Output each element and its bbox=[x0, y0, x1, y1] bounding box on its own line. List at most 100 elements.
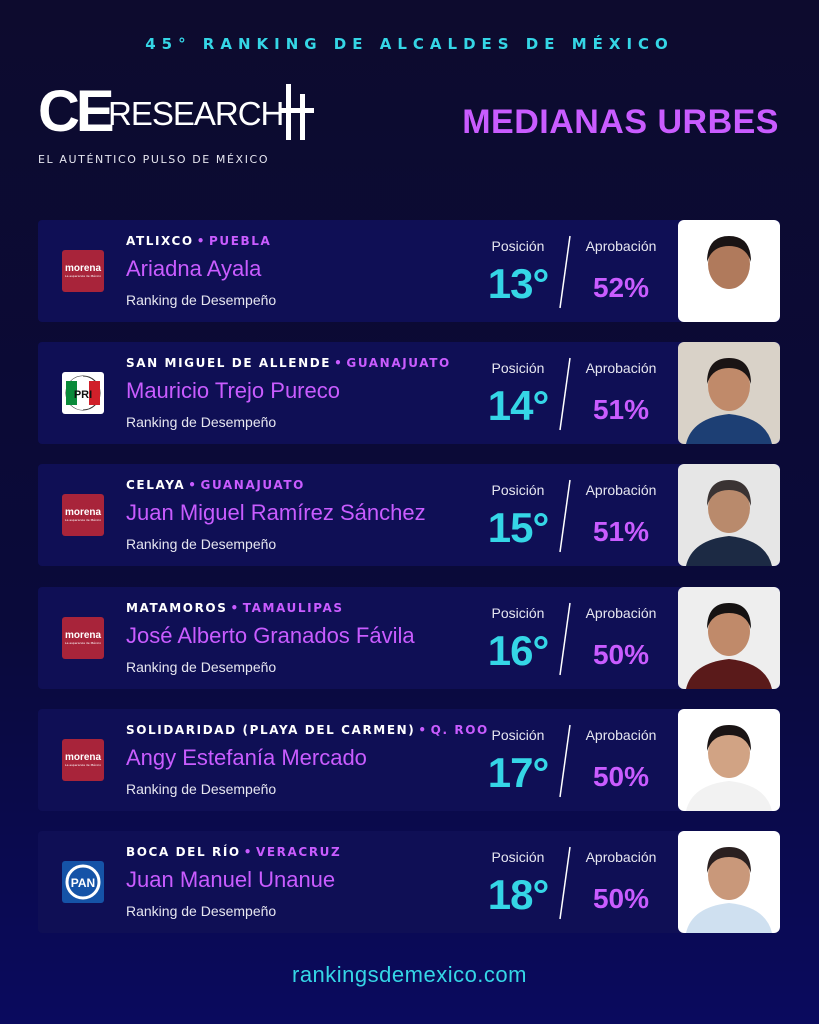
party-name: morena bbox=[64, 507, 102, 518]
party-slogan: La esperanza de México bbox=[64, 763, 102, 767]
city: MATAMOROS bbox=[126, 601, 228, 615]
state: VERACRUZ bbox=[256, 845, 342, 859]
approval-value: 52% bbox=[592, 272, 650, 303]
position-label: Posición bbox=[491, 849, 545, 865]
mayor-photo bbox=[678, 831, 780, 933]
slash-divider bbox=[559, 724, 571, 798]
position-label: Posición bbox=[491, 482, 545, 498]
ranking-subtitle: Ranking de Desempeño bbox=[126, 903, 277, 919]
position-value: 16° bbox=[487, 627, 550, 674]
state: TAMAULIPAS bbox=[242, 601, 344, 615]
approval-value: 51% bbox=[592, 516, 650, 547]
party-slogan: La esperanza de México bbox=[64, 641, 102, 645]
city: SAN MIGUEL DE ALLENDE bbox=[126, 356, 332, 370]
mayor-photo bbox=[678, 587, 780, 689]
mayor-photo bbox=[678, 709, 780, 811]
logo-hash-icon bbox=[280, 84, 314, 140]
party-name: PAN bbox=[71, 876, 95, 890]
approval-value: 50% bbox=[592, 761, 650, 792]
separator: • bbox=[334, 356, 344, 370]
separator: • bbox=[196, 234, 206, 248]
ranking-subtitle: Ranking de Desempeño bbox=[126, 414, 277, 430]
mayor-name: Mauricio Trejo Pureco bbox=[126, 378, 340, 403]
portrait-icon bbox=[678, 831, 780, 933]
portrait-icon bbox=[678, 220, 780, 322]
mayor-card: PRI SAN MIGUEL DE ALLENDE • GUANAJUATO Mauri… bbox=[38, 342, 780, 444]
city: BOCA DEL RÍO bbox=[126, 845, 241, 859]
state: GUANAJUATO bbox=[346, 356, 451, 370]
portrait-icon bbox=[678, 342, 780, 444]
position-value: 18° bbox=[487, 871, 550, 918]
slash-divider bbox=[559, 357, 571, 431]
position-value: 17° bbox=[487, 749, 550, 796]
slash-divider bbox=[559, 602, 571, 676]
portrait-icon bbox=[678, 587, 780, 689]
logo-ce: CE bbox=[38, 79, 115, 144]
mayor-card: PAN BOCA DEL RÍO • VERACRUZ Juan Manuel Unan… bbox=[38, 831, 780, 933]
portrait-icon bbox=[678, 464, 780, 566]
location: ATLIXCO • PUEBLA bbox=[126, 234, 271, 248]
city: SOLIDARIDAD (PLAYA DEL CARMEN) bbox=[126, 723, 416, 737]
mayor-photo bbox=[678, 342, 780, 444]
mayor-card: morena La esperanza de México SOLIDARIDAD … bbox=[38, 709, 780, 811]
approval-label: Aprobación bbox=[585, 849, 657, 865]
party-logo: morena La esperanza de México bbox=[62, 739, 104, 781]
city: CELAYA bbox=[126, 478, 186, 492]
mayor-card: morena La esperanza de México ATLIXCO • PUEB… bbox=[38, 220, 780, 322]
location: SAN MIGUEL DE ALLENDE • GUANAJUATO bbox=[126, 356, 451, 370]
approval-value: 50% bbox=[592, 639, 650, 670]
ranking-subtitle: Ranking de Desempeño bbox=[126, 781, 277, 797]
mayor-name: Juan Manuel Unanue bbox=[126, 867, 336, 892]
mayor-photo bbox=[678, 220, 780, 322]
mayor-photo bbox=[678, 464, 780, 566]
footer-url[interactable]: rankingsdemexico.com bbox=[292, 962, 527, 987]
party-slogan: La esperanza de México bbox=[64, 274, 102, 278]
slash-divider bbox=[559, 846, 571, 920]
party-logo: morena La esperanza de México bbox=[62, 617, 104, 659]
ranking-subtitle: Ranking de Desempeño bbox=[126, 659, 277, 675]
separator: • bbox=[418, 723, 428, 737]
party-logo: PAN bbox=[62, 861, 104, 903]
party-logo: morena La esperanza de México bbox=[62, 494, 104, 536]
mayor-name: Angy Estefanía Mercado bbox=[126, 745, 367, 770]
mayor-card: morena La esperanza de México MATAMOROS • TA… bbox=[38, 587, 780, 689]
location: SOLIDARIDAD (PLAYA DEL CARMEN) • Q. ROO bbox=[126, 723, 489, 737]
position-value: 13° bbox=[487, 260, 550, 307]
party-name: morena bbox=[64, 630, 102, 641]
party-logo: PRI bbox=[62, 372, 104, 414]
mayor-name: Juan Miguel Ramírez Sánchez bbox=[126, 500, 426, 525]
party-name: morena bbox=[64, 263, 102, 274]
logo-tagline: EL AUTÉNTICO PULSO DE MÉXICO bbox=[38, 153, 270, 166]
position-label: Posición bbox=[491, 727, 545, 743]
separator: • bbox=[243, 845, 253, 859]
position-value: 15° bbox=[487, 504, 550, 551]
portrait-icon bbox=[678, 709, 780, 811]
ranking-title: 45° RANKING DE ALCALDES DE MÉXICO bbox=[145, 35, 674, 53]
party-name: morena bbox=[64, 752, 102, 763]
mayor-card: morena La esperanza de México CELAYA • GUANA… bbox=[38, 464, 780, 566]
slash-divider bbox=[559, 235, 571, 309]
category-title: MEDIANAS URBES bbox=[462, 103, 779, 141]
position-value: 14° bbox=[487, 382, 550, 429]
separator: • bbox=[230, 601, 240, 615]
mayor-name: Ariadna Ayala bbox=[126, 256, 262, 281]
separator: • bbox=[188, 478, 198, 492]
location: BOCA DEL RÍO • VERACRUZ bbox=[126, 845, 341, 859]
position-label: Posición bbox=[491, 238, 545, 254]
party-logo: morena La esperanza de México bbox=[62, 250, 104, 292]
state: GUANAJUATO bbox=[200, 478, 305, 492]
party-name: PRI bbox=[74, 389, 92, 401]
position-label: Posición bbox=[491, 360, 545, 376]
approval-label: Aprobación bbox=[585, 360, 657, 376]
ranking-subtitle: Ranking de Desempeño bbox=[126, 536, 277, 552]
approval-label: Aprobación bbox=[585, 482, 657, 498]
approval-label: Aprobación bbox=[585, 605, 657, 621]
mayor-name: José Alberto Granados Fávila bbox=[126, 623, 415, 648]
pri-emblem-icon: PRI bbox=[65, 375, 101, 411]
city: ATLIXCO bbox=[126, 234, 194, 248]
location: MATAMOROS • TAMAULIPAS bbox=[126, 601, 344, 615]
ce-research-logo: CE RESEARCH EL AUTÉNTICO PULSO DE MÉXICO bbox=[38, 79, 314, 170]
approval-value: 51% bbox=[592, 394, 650, 425]
state: Q. ROO bbox=[430, 723, 489, 737]
approval-label: Aprobación bbox=[585, 238, 657, 254]
